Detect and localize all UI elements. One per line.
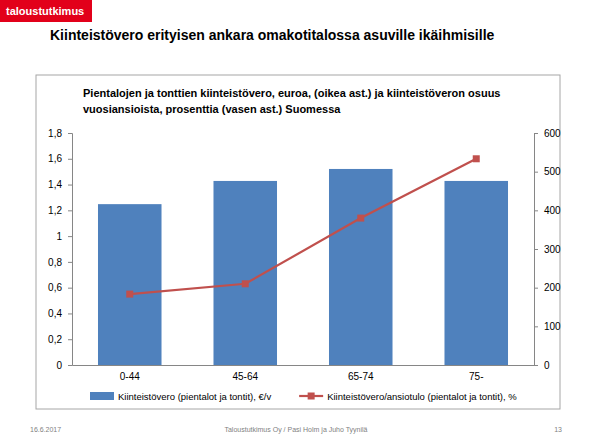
tick-label: 0 <box>544 360 550 371</box>
bar <box>213 181 277 365</box>
tick-label: 400 <box>544 205 561 216</box>
tick: 600 <box>534 128 561 139</box>
tick: 0,8 <box>48 257 72 268</box>
marker <box>473 155 480 162</box>
x-axis: 0-44 45-64 65-74 75- <box>73 365 535 382</box>
tick-mark <box>534 133 538 134</box>
tick-label: 500 <box>544 166 561 177</box>
tick: 100 <box>534 321 561 332</box>
slide-title: Kiinteistövero erityisen ankara omakotit… <box>50 27 495 43</box>
tick: 45-64 <box>232 365 258 382</box>
tick: 0 <box>534 360 550 371</box>
tick-mark <box>68 133 72 134</box>
footer-date: 16.6.2017 <box>30 426 61 433</box>
tick-label: 0-44 <box>120 371 140 382</box>
tick-label: 200 <box>544 282 561 293</box>
footer-page: 13 <box>554 426 562 433</box>
legend-label: Kiinteistövero (pientalot ja tontit), €/… <box>118 391 271 402</box>
logo-box <box>0 0 92 22</box>
legend-item: Kiinteistövero/ansiotulo (pientalot ja t… <box>299 391 517 402</box>
tick-label: 45-64 <box>232 371 258 382</box>
tick-label: 0 <box>56 360 62 371</box>
tick: 1 <box>56 231 72 242</box>
tick: 200 <box>534 282 561 293</box>
tick-label: 1,2 <box>48 205 62 216</box>
y2-axis: 0 100 200 300 400 500 600 <box>534 128 561 371</box>
footer-source: Taloustutkimus Oy / Pasi Holm ja Juho Ty… <box>224 426 367 434</box>
slide: taloustutkimus Kiinteistövero erityisen a… <box>0 0 592 444</box>
tick-label: 600 <box>544 128 561 139</box>
tick: 0,2 <box>48 334 72 345</box>
tick-label: 1,4 <box>48 179 62 190</box>
tick-label: 75- <box>469 371 483 382</box>
tick: 0,4 <box>48 308 72 319</box>
tick-label: 1,8 <box>48 128 62 139</box>
line <box>130 159 477 294</box>
tick-mark <box>534 172 538 173</box>
chart-frame <box>36 75 560 409</box>
tick-mark <box>68 185 72 186</box>
tick-mark <box>68 159 72 160</box>
tick-label: 0,4 <box>48 308 62 319</box>
tick-label: 1,6 <box>48 153 62 164</box>
tick-mark <box>534 365 538 366</box>
chart-title: Pientalojen ja tonttien kiinteistövero, … <box>83 87 500 115</box>
tick-label: 1 <box>56 231 62 242</box>
legend-swatch <box>90 392 114 400</box>
tick-mark <box>68 339 72 340</box>
tick-mark <box>68 262 72 263</box>
tick-mark <box>534 210 538 211</box>
tick: 75- <box>469 365 483 382</box>
marker <box>126 291 133 298</box>
axis-line <box>535 134 539 366</box>
legend-marker <box>308 393 315 400</box>
tick: 1,8 <box>48 128 72 139</box>
tick: 400 <box>534 205 561 216</box>
tick: 1,6 <box>48 153 72 164</box>
tick: 1,4 <box>48 179 72 190</box>
tick: 65-74 <box>348 365 374 382</box>
tick: 500 <box>534 166 561 177</box>
tick-mark <box>68 236 72 237</box>
legend-item: Kiinteistövero (pientalot ja tontit), €/… <box>90 391 271 402</box>
tick-mark <box>68 210 72 211</box>
marker <box>357 215 364 222</box>
tick-mark <box>68 288 72 289</box>
axis-line <box>73 365 535 366</box>
tick-label: 300 <box>544 244 561 255</box>
tick: 0-44 <box>120 365 140 382</box>
tick-mark <box>534 326 538 327</box>
tick-mark <box>68 313 72 314</box>
tick-label: 0,6 <box>48 282 62 293</box>
legend: Kiinteistövero (pientalot ja tontit), €/… <box>90 391 517 402</box>
axis-line <box>68 134 73 366</box>
tick-label: 0,2 <box>48 334 62 345</box>
tick-mark <box>534 249 538 250</box>
plot-area <box>98 155 508 365</box>
tick: 300 <box>534 244 561 255</box>
legend-label: Kiinteistövero/ansiotulo (pientalot ja t… <box>327 391 517 402</box>
marker <box>242 280 249 287</box>
tick-mark <box>534 288 538 289</box>
bar <box>98 204 162 365</box>
tick-label: 100 <box>544 321 561 332</box>
tick-label: 0,8 <box>48 257 62 268</box>
bar <box>329 169 393 365</box>
tick: 0 <box>56 360 72 371</box>
tick-mark <box>68 365 72 366</box>
bar <box>444 181 508 365</box>
tick: 0,6 <box>48 282 72 293</box>
y-axis: 0 0,2 0,4 0,6 0,8 1 1,2 1,4 1,6 1,8 <box>48 128 72 371</box>
tick: 1,2 <box>48 205 72 216</box>
tick-label: 65-74 <box>348 371 374 382</box>
logo: taloustutkimus <box>6 5 84 17</box>
